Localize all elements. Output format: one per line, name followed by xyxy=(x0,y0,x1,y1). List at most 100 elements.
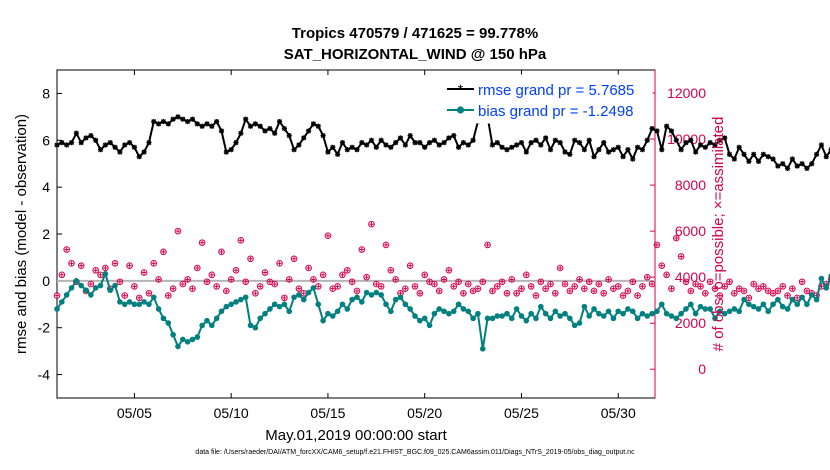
bias-point xyxy=(305,289,312,296)
bias-point xyxy=(475,310,481,317)
obs-count-point xyxy=(368,220,375,228)
rmse-point xyxy=(697,142,704,148)
obs-assimilated-mark xyxy=(480,279,485,284)
bias-point xyxy=(731,306,738,312)
obs-count-point xyxy=(619,292,627,299)
rmse-point xyxy=(765,154,771,160)
rmse-point xyxy=(751,151,757,157)
obs-assimilated-mark xyxy=(185,277,190,282)
bias-point xyxy=(523,317,530,324)
obs-count-point xyxy=(198,239,206,246)
obs-count-point xyxy=(750,280,757,288)
rmse-point xyxy=(131,144,138,150)
obs-count-point xyxy=(566,287,574,295)
bias-point xyxy=(629,308,636,315)
rmse-point xyxy=(736,144,742,150)
bias-point xyxy=(620,310,626,317)
bias-point xyxy=(271,301,278,308)
bias-point xyxy=(150,294,157,301)
bias-point xyxy=(252,324,259,331)
y-tick-label: 8 xyxy=(42,85,50,101)
rmse-point xyxy=(794,163,800,169)
plot-area xyxy=(56,69,656,399)
obs-count-point xyxy=(339,271,346,279)
obs-count-point xyxy=(561,280,569,288)
legend-bias-marker xyxy=(456,106,465,114)
obs-count-point xyxy=(150,260,158,267)
rmse-point xyxy=(136,154,142,160)
bias-point xyxy=(533,315,539,322)
bias-point xyxy=(170,331,176,338)
obs-count-point xyxy=(508,276,516,283)
bias-point xyxy=(784,306,791,312)
obs-count-point xyxy=(184,276,191,283)
obs-assimilated-mark xyxy=(359,247,364,252)
obs-count-point xyxy=(484,241,491,249)
obs-assimilated-mark xyxy=(137,295,142,300)
obs-assimilated-mark xyxy=(296,286,301,291)
rmse-point xyxy=(601,140,607,146)
rmse-point xyxy=(402,142,408,148)
bias-point xyxy=(359,299,365,305)
obs-count-point xyxy=(348,278,356,286)
rmse-point xyxy=(112,144,118,150)
obs-count-point xyxy=(77,262,85,269)
rmse-point xyxy=(552,137,558,143)
obs-assimilated-mark xyxy=(543,286,548,291)
rmse-point xyxy=(301,135,307,141)
bias-point xyxy=(504,310,510,317)
bias-point xyxy=(513,306,520,312)
obs-assimilated-mark xyxy=(572,284,577,289)
obs-count-point xyxy=(668,285,675,292)
obs-count-point xyxy=(213,283,220,290)
obs-count-point xyxy=(740,287,748,295)
rmse-point xyxy=(349,144,355,150)
obs-assimilated-mark xyxy=(659,263,664,268)
bias-point xyxy=(354,294,360,301)
bias-point xyxy=(107,287,114,294)
rmse-point xyxy=(378,137,384,143)
rmse-point xyxy=(68,140,75,146)
rmse-point xyxy=(659,147,665,153)
rmse-point xyxy=(272,130,278,136)
legend-rmse-marker: * xyxy=(458,81,464,97)
rmse-point xyxy=(538,142,544,148)
obs-count-point xyxy=(218,248,225,256)
rmse-point xyxy=(818,142,825,148)
rmse-point xyxy=(151,118,157,125)
obs-assimilated-mark xyxy=(330,286,335,291)
chart-subtitle: SAT_HORIZONTAL_WIND @ 150 hPa xyxy=(283,46,547,63)
obs-assimilated-mark xyxy=(437,288,442,293)
bias-point xyxy=(707,306,713,312)
obs-assimilated-mark xyxy=(669,286,674,291)
obs-assimilated-mark xyxy=(263,270,268,275)
bias-point xyxy=(407,306,413,312)
bias-point xyxy=(63,292,70,298)
obs-count-point xyxy=(711,285,719,292)
obs-assimilated-mark xyxy=(98,272,103,277)
obs-assimilated-mark xyxy=(272,282,277,287)
legend: * rmse grand pr = 5.7685 bias grand pr =… xyxy=(442,74,653,124)
y2-tick-label: 2000 xyxy=(675,315,706,331)
bias-point xyxy=(455,301,462,308)
obs-count-point xyxy=(789,285,796,292)
obs-assimilated-mark xyxy=(630,279,635,284)
bias-point xyxy=(402,301,409,308)
rmse-point xyxy=(586,137,592,143)
obs-count-point xyxy=(281,294,288,302)
obs-count-point xyxy=(194,264,201,272)
bias-point xyxy=(281,301,288,308)
bias-point xyxy=(465,308,472,315)
obs-assimilated-mark xyxy=(504,291,509,296)
rmse-point xyxy=(368,137,375,143)
obs-assimilated-mark xyxy=(698,284,703,289)
obs-assimilated-mark xyxy=(413,284,418,289)
obs-assimilated-mark xyxy=(621,293,626,298)
obs-count-point xyxy=(479,278,487,286)
rmse-point xyxy=(731,156,737,162)
bias-point xyxy=(644,313,651,319)
obs-count-point xyxy=(431,280,438,288)
bias-point xyxy=(59,299,65,305)
y-tick-label: 0 xyxy=(42,273,50,289)
obs-count-point xyxy=(605,276,612,283)
